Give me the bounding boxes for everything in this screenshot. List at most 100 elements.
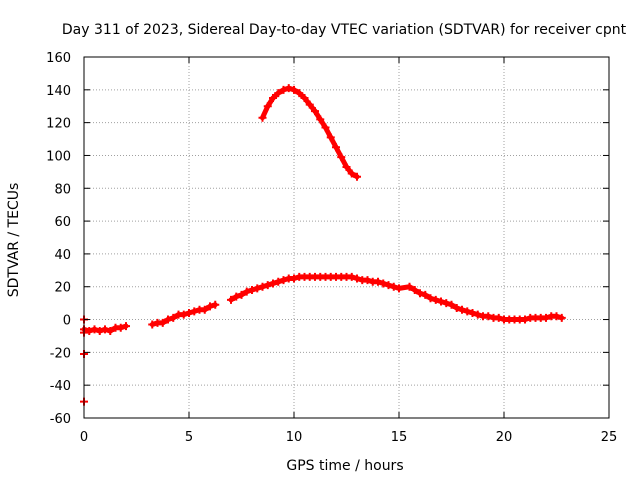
data-point — [206, 302, 214, 311]
data-point — [484, 312, 493, 321]
y-axis-label: SDTVAR / TECUs — [6, 183, 22, 298]
data-point — [458, 305, 466, 314]
data-point — [300, 94, 309, 103]
x-tick-label: 10 — [286, 430, 303, 445]
y-tick-label: 160 — [46, 51, 71, 66]
axis-ticks: 0 5 10 15 20 25 -60 -40 -20 0 20 40 60 80 100 120 140 160 — [46, 51, 617, 445]
data-series — [80, 272, 566, 336]
data-point — [158, 318, 167, 327]
data-point — [431, 295, 440, 304]
data-point — [101, 325, 109, 334]
y-tick-label: -60 — [50, 412, 71, 427]
data-point — [295, 89, 304, 98]
y-tick-label: -40 — [50, 379, 71, 394]
data-point — [148, 320, 157, 329]
data-point — [185, 308, 193, 317]
data-point — [542, 313, 550, 322]
x-tick-label: 20 — [496, 430, 513, 445]
data-point — [311, 107, 319, 116]
data-point — [468, 308, 477, 317]
y-tick-label: 100 — [46, 149, 71, 164]
data-point — [269, 279, 277, 288]
data-point — [263, 281, 272, 290]
data-point — [248, 286, 256, 295]
data-point — [410, 286, 419, 295]
data-point — [190, 307, 199, 316]
data-point — [242, 287, 251, 296]
data-point — [405, 282, 414, 291]
data-point — [169, 313, 178, 322]
data-point — [116, 323, 125, 332]
data-point — [237, 290, 246, 299]
data-point — [179, 310, 188, 319]
data-point — [258, 113, 267, 122]
y-tick-label: 20 — [54, 281, 71, 296]
data-point — [290, 274, 298, 283]
data-point — [337, 153, 346, 162]
data-point — [305, 100, 314, 109]
data-point — [85, 327, 94, 336]
data-point — [452, 304, 461, 313]
data-point — [437, 297, 445, 306]
y-tick-label: 0 — [63, 314, 71, 329]
data-point — [90, 325, 99, 334]
data-point — [316, 115, 325, 124]
data-point — [274, 89, 283, 98]
data-point — [374, 277, 382, 286]
data-point — [426, 294, 435, 303]
data-point — [384, 281, 393, 290]
y-tick-label: -20 — [50, 346, 71, 361]
data-point — [269, 94, 277, 103]
x-tick-label: 15 — [391, 430, 408, 445]
chart-title: Day 311 of 2023, Sidereal Day-to-day VTE… — [62, 22, 627, 38]
data-point — [284, 84, 293, 93]
x-tick-label: 25 — [601, 430, 618, 445]
data-series — [258, 84, 361, 181]
data-point — [347, 272, 356, 281]
y-tick-label: 40 — [54, 248, 71, 263]
data-point — [253, 284, 262, 293]
data-point — [353, 274, 361, 283]
data-point — [227, 295, 235, 304]
y-tick-label: 140 — [46, 84, 71, 99]
data-point — [95, 327, 104, 336]
plot-frame — [83, 56, 610, 419]
data-point — [332, 143, 340, 152]
data-point — [353, 172, 361, 181]
data-point — [463, 307, 472, 316]
data-point — [473, 310, 482, 319]
data-point — [122, 322, 130, 331]
data-point — [557, 313, 566, 322]
data-point — [416, 289, 424, 298]
data-point — [279, 85, 288, 94]
data-point — [290, 85, 298, 94]
y-tick-label: 80 — [54, 182, 71, 197]
data-point — [395, 284, 403, 293]
data-point — [347, 169, 356, 178]
data-point — [421, 290, 430, 299]
data-point — [447, 300, 456, 309]
data-point — [321, 123, 330, 132]
x-tick-label: 0 — [80, 430, 88, 445]
x-axis-label: GPS time / hours — [286, 458, 403, 474]
data-point — [342, 162, 351, 171]
data-point — [274, 277, 283, 286]
data-point — [494, 313, 503, 322]
data-point — [326, 133, 335, 142]
data-layer — [80, 84, 566, 406]
data-point — [442, 299, 451, 308]
data-point — [263, 102, 272, 111]
data-point — [164, 315, 172, 324]
y-tick-label: 120 — [46, 117, 71, 132]
data-point — [379, 279, 388, 288]
data-point — [258, 282, 267, 291]
data-point — [211, 300, 220, 309]
data-point — [200, 305, 209, 314]
data-point — [552, 312, 561, 321]
data-point — [106, 327, 115, 336]
data-point — [279, 276, 288, 285]
data-point — [389, 282, 398, 291]
y-tick-label: 60 — [54, 215, 71, 230]
